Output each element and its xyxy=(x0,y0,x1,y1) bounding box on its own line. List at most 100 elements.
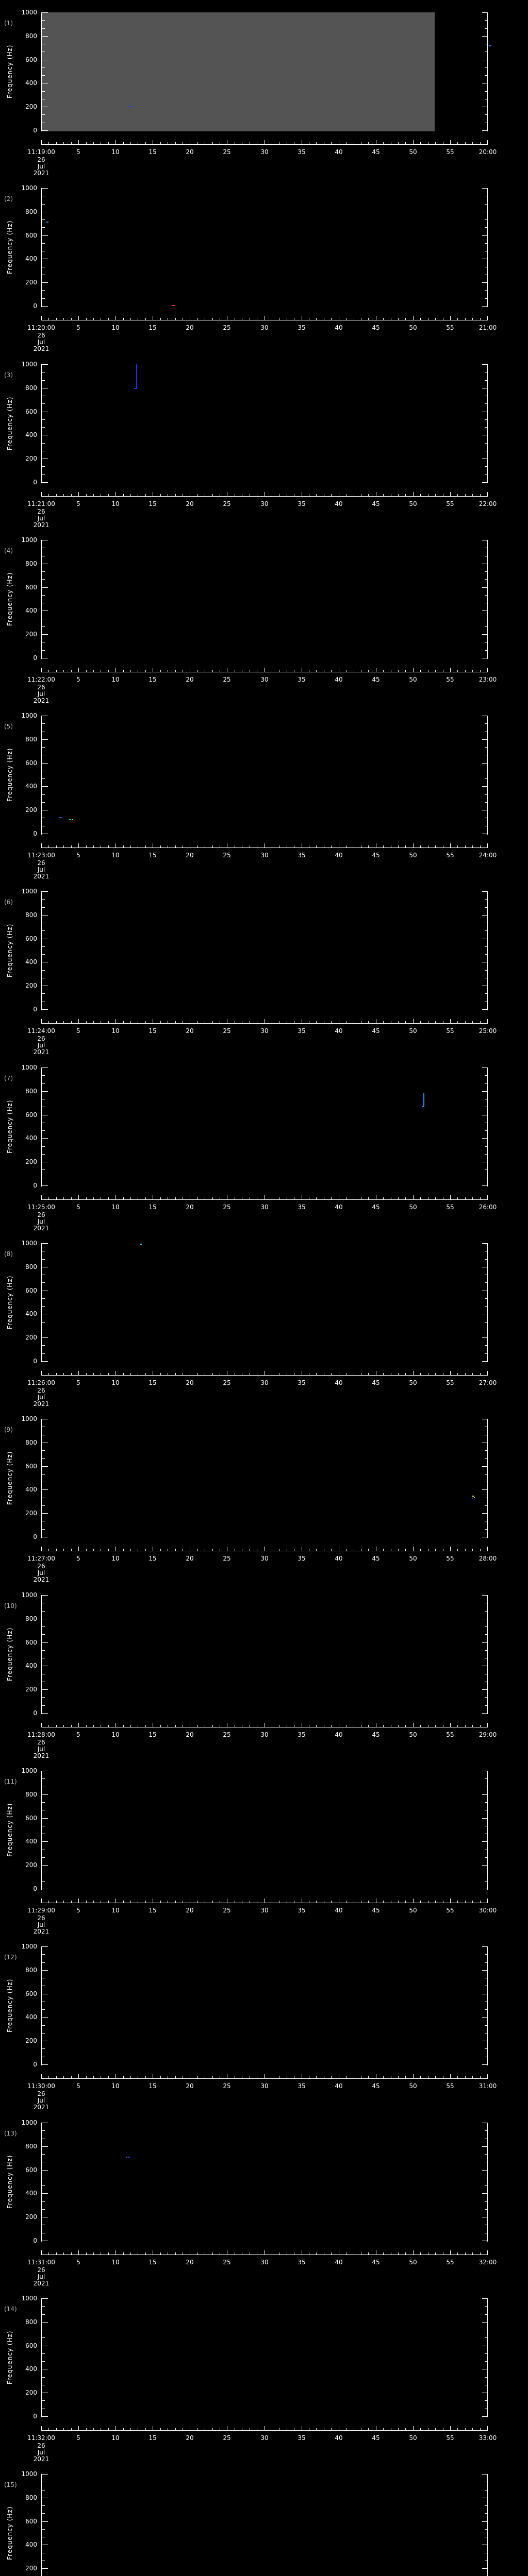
x-minor-tick xyxy=(480,2076,481,2078)
spectrogram-panel: 0 200 400 600 800 1000 5 10 15 20 25 30 35 40 45 50 55 11… xyxy=(0,176,528,352)
y-axis-right xyxy=(487,891,488,1010)
x-tick-label: 30 xyxy=(260,148,269,156)
x-date-line: 2021 xyxy=(33,697,50,704)
y-major-tick xyxy=(42,915,48,916)
x-major-tick xyxy=(487,668,488,672)
x-minor-tick xyxy=(130,2252,131,2255)
x-minor-tick xyxy=(368,1373,369,1375)
y-minor-tick-right xyxy=(485,2314,487,2315)
y-tick-label: 800 xyxy=(25,2494,37,2501)
x-minor-tick xyxy=(71,2428,72,2430)
x-minor-tick xyxy=(160,494,161,496)
y-major-tick-right xyxy=(482,1138,487,1139)
y-major-tick-right xyxy=(482,2064,487,2065)
y-tick-label: 1000 xyxy=(21,712,37,719)
x-minor-tick xyxy=(398,1021,399,1023)
x-major-tick xyxy=(78,1547,79,1551)
y-minor-tick xyxy=(42,1083,45,1084)
x-major-tick xyxy=(413,668,414,672)
x-date-line: 26 xyxy=(37,2090,45,2097)
x-minor-tick xyxy=(160,1725,161,1727)
y-minor-tick-right xyxy=(485,1282,487,1283)
x-tick-label: 15 xyxy=(148,2434,157,2442)
x-minor-tick xyxy=(383,142,384,144)
y-minor-tick xyxy=(42,2337,45,2338)
y-major-tick xyxy=(42,2416,48,2417)
y-axis-title: Frequency (Hz) xyxy=(6,2155,13,2209)
y-axis-title: Frequency (Hz) xyxy=(6,220,13,274)
y-major-tick-right xyxy=(482,2521,487,2522)
y-minor-tick-right xyxy=(485,474,487,475)
y-major-tick xyxy=(42,2017,48,2018)
y-minor-tick-right xyxy=(485,2009,487,2010)
x-tick-label: 30 xyxy=(260,2434,269,2442)
y-minor-tick-right xyxy=(485,802,487,803)
x-tick-label: 25 xyxy=(223,676,231,683)
x-tick-label: 30 xyxy=(260,1379,269,1386)
x-tick-label: 20 xyxy=(186,1555,194,1562)
x-tick-label: 25 xyxy=(223,1907,231,1914)
x-minor-tick xyxy=(197,2252,198,2255)
y-tick-label: 200 xyxy=(25,1510,37,1517)
x-major-tick xyxy=(41,1195,42,1199)
x-tick-label: 45 xyxy=(372,1731,380,1738)
y-minor-tick-right xyxy=(485,1962,487,1963)
x-minor-tick xyxy=(212,670,213,672)
x-minor-tick xyxy=(435,845,436,848)
spectrogram-panel: 0 200 400 600 800 1000 5 10 15 20 25 30 35 40 45 50 55 11… xyxy=(0,1055,528,1232)
x-minor-tick xyxy=(368,2428,369,2430)
y-major-tick xyxy=(42,282,48,283)
x-major-tick xyxy=(413,843,414,848)
x-minor-tick xyxy=(212,1725,213,1727)
x-tick-label: 30 xyxy=(260,1555,269,1562)
x-minor-tick xyxy=(48,1725,49,1727)
x-minor-tick xyxy=(383,494,384,496)
y-axis-left xyxy=(41,2123,42,2242)
x-minor-tick xyxy=(48,1373,49,1375)
x-minor-tick xyxy=(56,1549,57,1551)
y-tick-label: 200 xyxy=(25,2565,37,2572)
x-tick-label: 55 xyxy=(446,2082,454,2090)
x-tick-label: 10 xyxy=(111,500,120,507)
x-end-time-label: 21:00 xyxy=(478,324,497,331)
x-tick-label: 55 xyxy=(446,1204,454,1211)
x-minor-tick xyxy=(48,494,49,496)
x-tick-label: 10 xyxy=(111,1555,120,1562)
x-minor-tick xyxy=(383,2428,384,2430)
x-end-time-label: 24:00 xyxy=(478,852,497,859)
y-major-tick-right xyxy=(482,1091,487,1092)
y-minor-tick xyxy=(42,1130,45,1131)
y-minor-tick-right xyxy=(485,1474,487,1475)
x-date-line: Jul xyxy=(37,1042,45,1049)
y-minor-tick-right xyxy=(485,2513,487,2514)
y-minor-tick xyxy=(42,579,45,580)
x-minor-tick xyxy=(63,2076,64,2078)
y-major-tick xyxy=(42,1595,48,1596)
x-tick-label: 30 xyxy=(260,676,269,683)
x-date-line: 2021 xyxy=(33,1752,50,1759)
x-tick-label: 25 xyxy=(223,148,231,156)
y-minor-tick xyxy=(42,290,45,291)
x-tick-label: 5 xyxy=(76,2259,80,2266)
y-minor-tick xyxy=(42,723,45,724)
y-minor-tick xyxy=(42,243,45,244)
x-end-time-label: 30:00 xyxy=(478,1907,497,1914)
x-minor-tick xyxy=(56,1373,57,1375)
x-minor-tick xyxy=(145,2252,146,2255)
x-minor-tick xyxy=(175,2076,176,2078)
x-major-tick xyxy=(450,1019,451,1023)
x-major-tick xyxy=(78,316,79,320)
y-minor-tick-right xyxy=(485,993,487,994)
spectral-event-marker xyxy=(489,45,491,46)
x-date-line: Jul xyxy=(37,163,45,170)
y-major-tick-right xyxy=(482,1946,487,1947)
y-minor-tick-right xyxy=(485,778,487,779)
x-tick-label: 15 xyxy=(148,1379,157,1386)
y-major-tick-right xyxy=(482,2193,487,2194)
spectral-event-marker xyxy=(140,1244,142,1245)
y-minor-tick-right xyxy=(485,20,487,21)
y-major-tick-right xyxy=(482,1794,487,1795)
x-tick-label: 5 xyxy=(76,1731,80,1738)
y-tick-label: 200 xyxy=(25,1158,37,1165)
x-minor-tick xyxy=(465,670,466,672)
